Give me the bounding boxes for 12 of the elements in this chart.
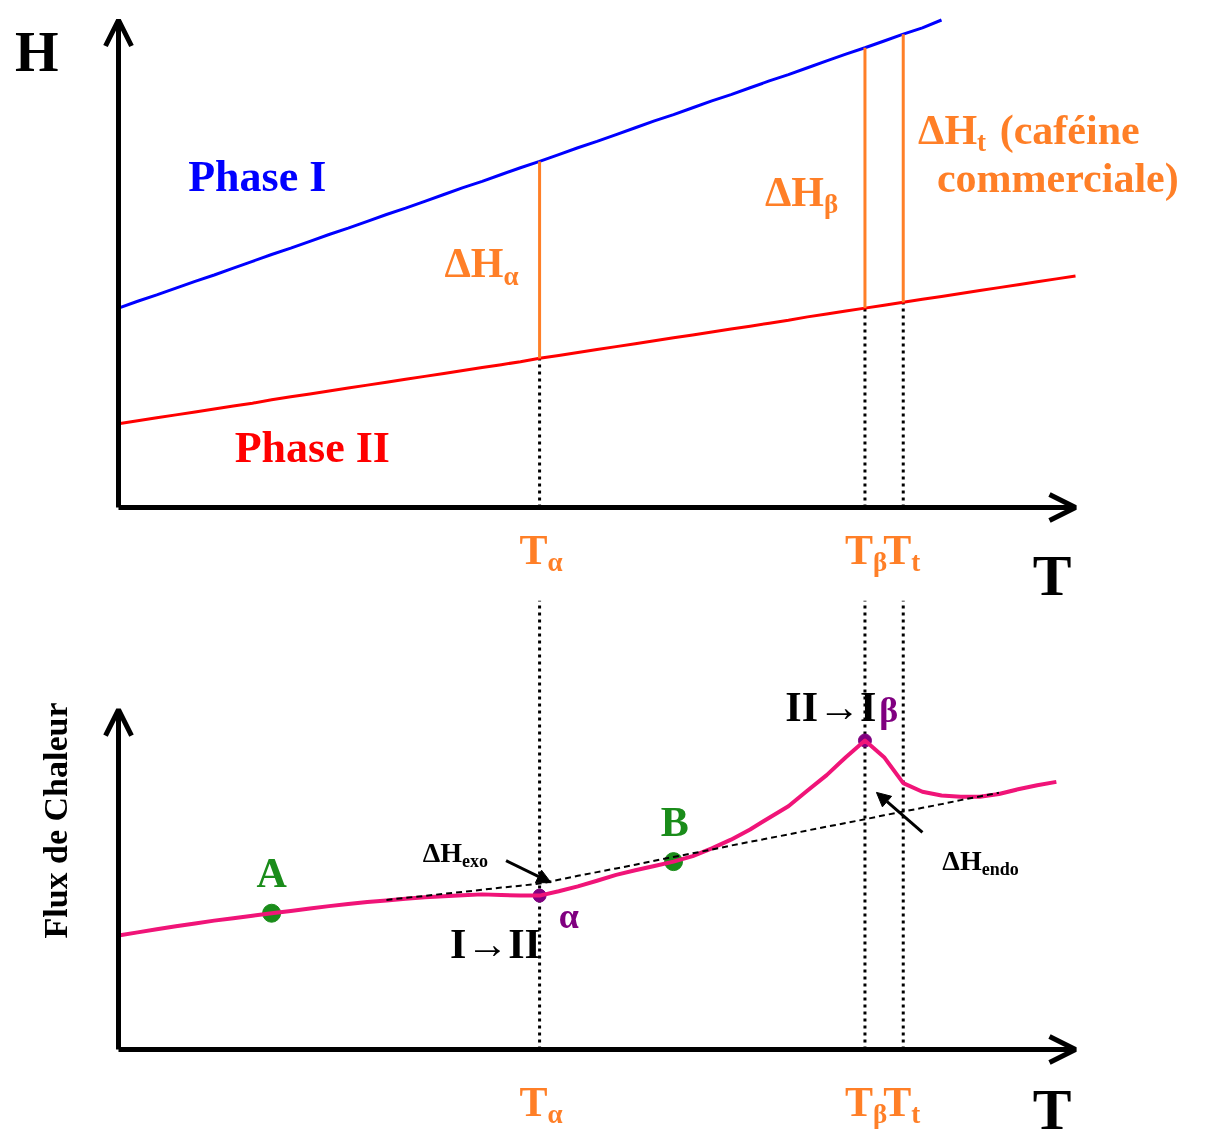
annotation: I→II [449,920,541,967]
series-label: Phase II [234,423,390,473]
x-axis-title: T [1032,1077,1072,1131]
x-axis-title: T [1032,543,1072,608]
y-axis-title: H [15,21,59,83]
annotation: α [558,895,579,936]
annotation: B [660,798,689,845]
annotation: β [879,690,899,731]
annotation: II→I [785,684,877,731]
annotation: A [256,850,288,897]
y-axis-title: Flux de Chaleur [37,702,74,939]
series-label: Phase I [188,151,327,201]
